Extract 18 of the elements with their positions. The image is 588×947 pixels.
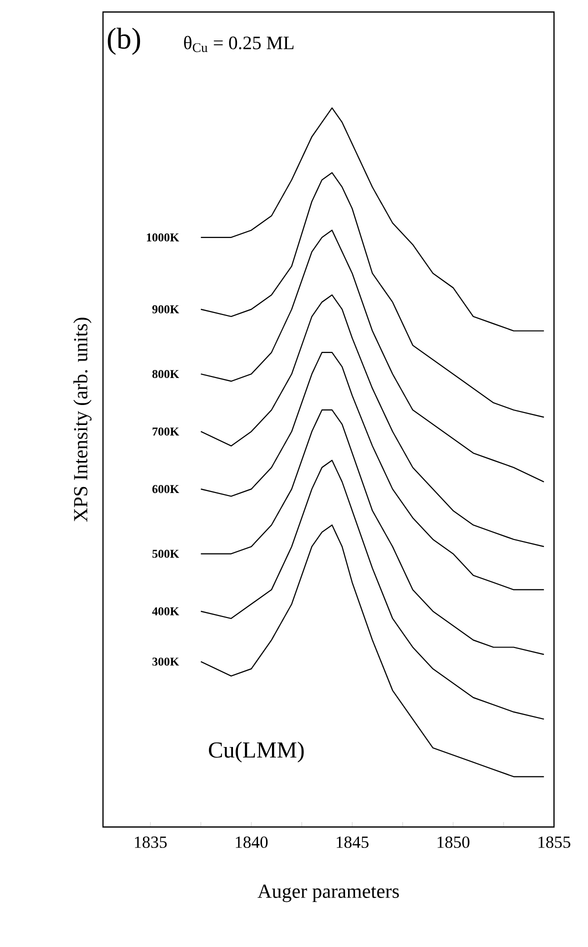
series-label: 600K <box>152 485 180 494</box>
series-label: 500K <box>152 550 180 558</box>
text: (b) <box>108 28 140 55</box>
y-axis-title: XPS Intensity (arb. units) <box>73 318 92 522</box>
x-tick-label: 1855 <box>538 836 570 848</box>
series-label: 400K <box>152 607 180 616</box>
series-label: 800K <box>152 370 180 378</box>
x-tick-label: 1845 <box>336 836 368 848</box>
x-tick-label: 1835 <box>134 836 167 848</box>
annotation: Cu(LMM) <box>208 742 304 762</box>
series-label: 300K <box>152 658 180 666</box>
x-tick-label: 1850 <box>438 836 470 848</box>
series-label: 900K <box>152 305 180 314</box>
series-label: 700K <box>152 428 180 436</box>
x-tick-label: 1840 <box>236 836 268 848</box>
x-axis-title: Auger parameters <box>258 884 399 902</box>
series-label: 1000K <box>146 233 180 242</box>
text: θ$_{Cu}$ = 0.25 ML <box>184 36 294 52</box>
